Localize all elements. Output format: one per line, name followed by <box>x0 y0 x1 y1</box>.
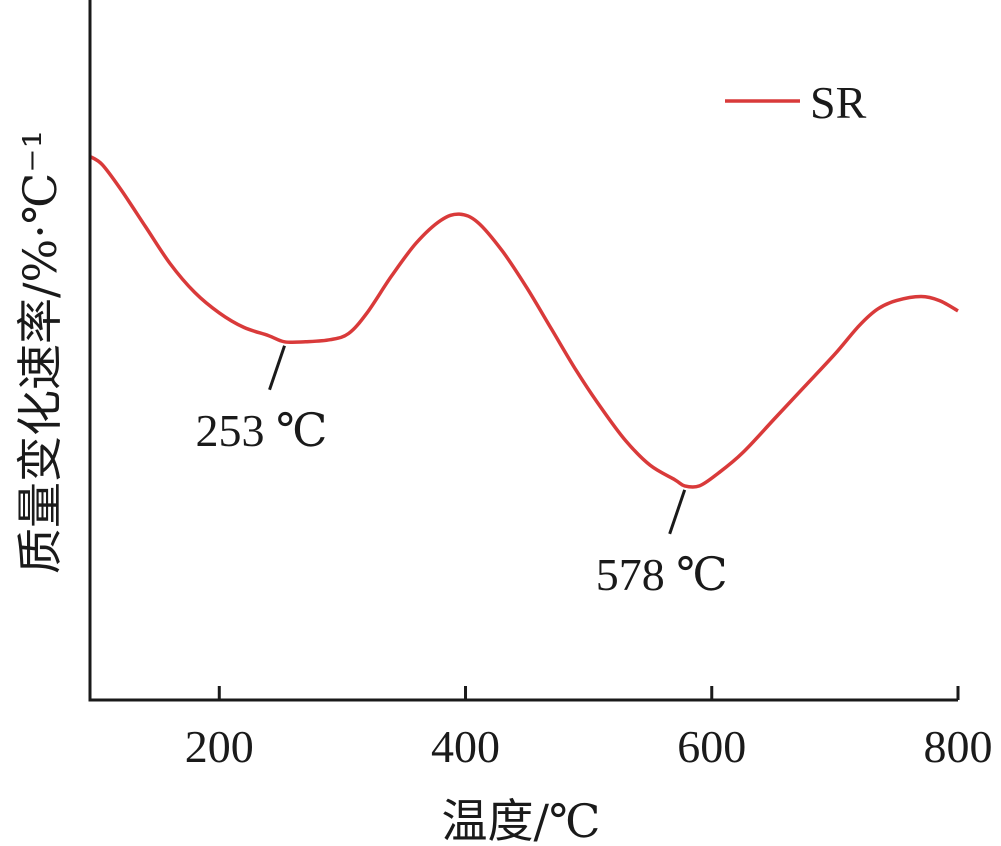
annotation-label-1: 253 ℃ <box>196 405 328 456</box>
annotations: 253 ℃ 578 ℃ <box>196 345 728 600</box>
series-line-sr <box>89 154 959 489</box>
plot-area <box>89 154 959 489</box>
x-tick-label-800: 800 <box>924 721 993 772</box>
y-axis-title: 质量变化速率/%·℃⁻¹ <box>13 130 67 574</box>
axes <box>88 0 958 702</box>
x-axis-title: 温度/℃ <box>442 794 601 846</box>
x-tick-label-200: 200 <box>185 721 254 772</box>
annotation-leader-2 <box>668 489 687 535</box>
legend: SR <box>725 77 867 128</box>
annotation-label-2: 578 ℃ <box>596 549 728 600</box>
x-tick-label-600: 600 <box>677 721 746 772</box>
x-tick-label-400: 400 <box>431 721 500 772</box>
legend-label-sr: SR <box>810 77 867 128</box>
x-ticks: 200 400 600 800 <box>185 686 993 772</box>
annotation-leader-1 <box>268 345 286 391</box>
